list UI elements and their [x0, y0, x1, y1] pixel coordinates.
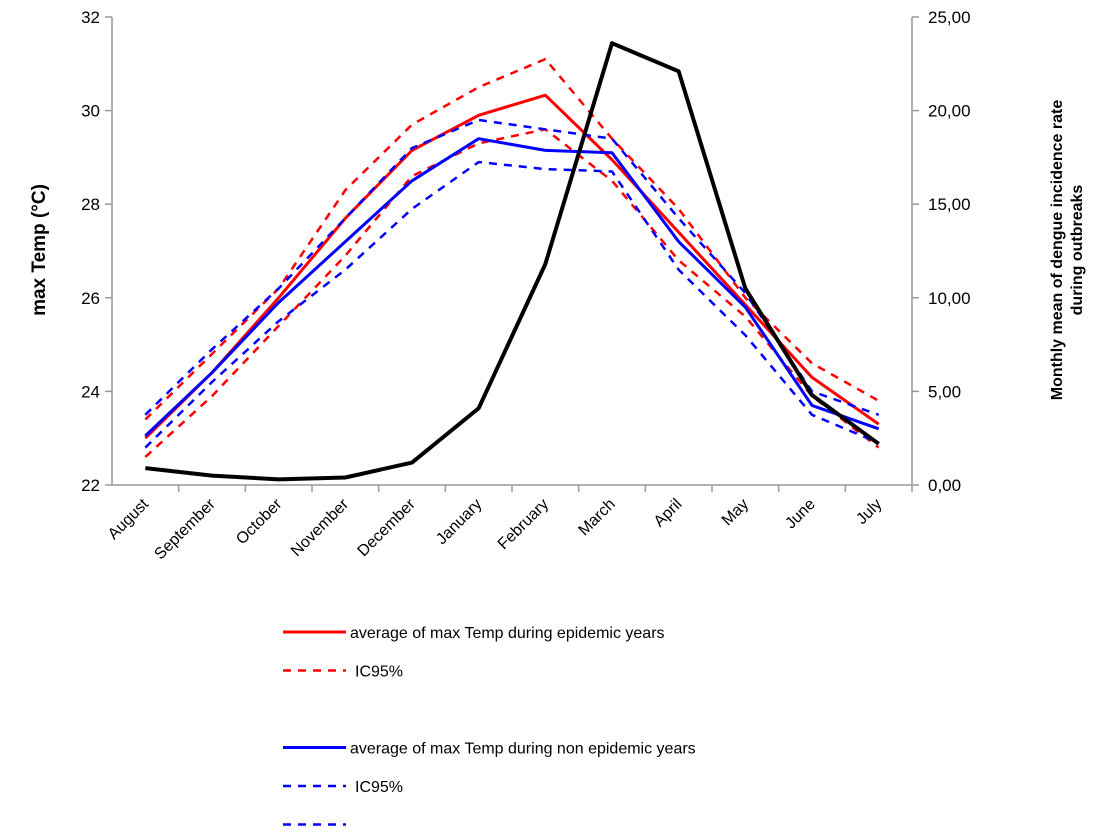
- y2-tick-label: 15,00: [928, 195, 971, 214]
- y-tick-label: 28: [81, 195, 100, 214]
- series-line: [144, 137, 880, 437]
- legend-label: IC95%: [355, 664, 403, 681]
- x-tick-label: February: [495, 496, 552, 553]
- x-tick-label: July: [853, 496, 885, 528]
- y2-tick-label: 20,00: [928, 102, 971, 121]
- legend-label: average of max Temp during epidemic year…: [350, 625, 665, 642]
- x-tick-label: November: [288, 495, 353, 560]
- x-tick-label: May: [719, 496, 752, 529]
- series-line: [144, 118, 880, 416]
- x-tick-label: September: [151, 495, 219, 563]
- y-tick-label: 30: [81, 102, 100, 121]
- series-line: [144, 160, 880, 449]
- y-axis-title: max Temp (°C): [29, 184, 50, 316]
- x-tick-label: January: [433, 496, 485, 548]
- x-tick-label: April: [651, 496, 686, 531]
- y-tick-label: 22: [81, 476, 100, 495]
- legend-label: IC95%: [355, 779, 403, 796]
- x-tick-label: October: [233, 495, 286, 548]
- y-tick-label: 26: [81, 289, 100, 308]
- x-tick-label: June: [782, 496, 819, 533]
- y2-tick-label: 5,00: [928, 382, 961, 401]
- y-tick-label: 24: [81, 382, 100, 401]
- legend-label: average of max Temp during non epidemic …: [350, 741, 696, 758]
- y2-tick-label: 0,00: [928, 476, 961, 495]
- x-tick-label: March: [575, 496, 618, 539]
- y-tick-label: 32: [81, 8, 100, 27]
- y2-tick-label: 25,00: [928, 8, 971, 27]
- series-line: [144, 93, 880, 440]
- y2-axis-title: Monthly mean of dengue incidence rate: [1049, 100, 1066, 401]
- x-tick-label: December: [355, 495, 420, 560]
- y2-axis-title: during outbreaks: [1069, 185, 1086, 316]
- y2-tick-label: 10,00: [928, 289, 971, 308]
- x-tick-label: August: [105, 495, 153, 543]
- series-line: [144, 128, 880, 458]
- series-line: [145, 41, 880, 482]
- series-line: [144, 57, 880, 421]
